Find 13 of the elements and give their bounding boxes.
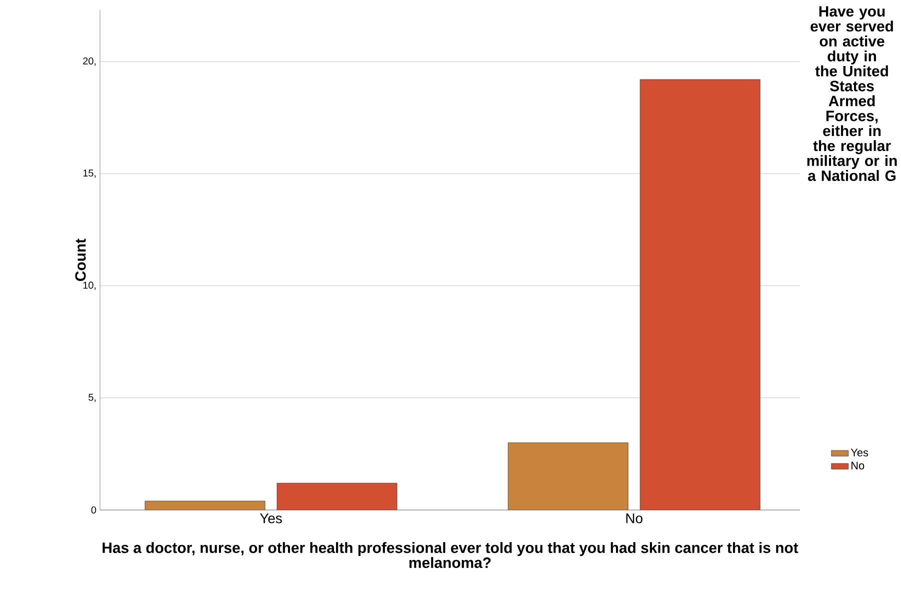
bar — [276, 482, 398, 510]
y-tick-label: 15, — [83, 170, 96, 178]
x-axis-title: Has a doctor, nurse, or other health professional ever told you that you had skin cancer that is not melanoma? — [102, 542, 798, 568]
y-tick-label: 10, — [83, 282, 96, 290]
bar — [508, 442, 628, 510]
legend-label: Yes — [850, 448, 868, 456]
y-tick-label: 20, — [83, 57, 96, 66]
text: Have you ever served on active duty in the United States Armed Forces, either in the regular military or in a National G — [807, 6, 897, 181]
bar — [640, 79, 760, 510]
y-tick-label: 5, — [88, 394, 96, 402]
y-tick-label: 0 — [91, 506, 96, 514]
y-axis-title: Count — [75, 238, 86, 281]
legend-label: No — [852, 462, 864, 470]
